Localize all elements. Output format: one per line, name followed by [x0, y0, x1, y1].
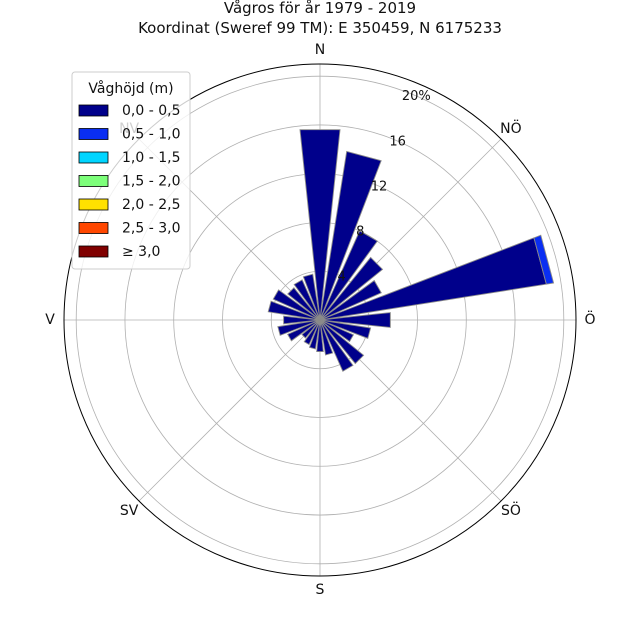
rose-bar	[533, 234, 555, 285]
radial-ticks: 4 8 12 16 20%	[338, 89, 431, 284]
legend-label: 0,5 - 1,0	[122, 127, 180, 143]
legend-swatch	[78, 151, 109, 164]
rose-bar	[319, 256, 384, 321]
legend-swatch	[78, 198, 109, 211]
rose-bar	[283, 315, 321, 325]
rose-bar	[319, 230, 378, 321]
legend-items: 0,0 - 0,5 0,5 - 1,0 1,0 - 1,5 1,5 - 2,0 2,0 …	[78, 103, 180, 260]
legend-swatch	[78, 245, 109, 258]
legend-label: 2,0 - 2,5	[122, 197, 180, 213]
rose-bar	[319, 279, 382, 321]
rose-bar	[319, 150, 382, 321]
rose-bar	[302, 273, 321, 321]
rose-bar	[301, 319, 321, 339]
chart-title: Vågros för år 1979 - 2019	[224, 0, 416, 17]
rose-bar	[319, 319, 334, 356]
rose-bar	[308, 319, 321, 350]
radial-tick-label: 8	[356, 224, 364, 239]
legend-label: 2,5 - 3,0	[122, 221, 180, 237]
legend-swatch	[78, 175, 109, 187]
direction-label: Ö	[584, 310, 595, 328]
grid-spoke	[138, 319, 321, 502]
bars	[267, 129, 555, 372]
rose-bar	[287, 319, 321, 342]
direction-label: SV	[120, 503, 139, 519]
radial-tick-label: 16	[389, 134, 406, 149]
rose-bar	[319, 319, 372, 339]
direction-label: SÖ	[501, 501, 521, 519]
rose-bar	[287, 287, 321, 321]
rose-bar	[303, 319, 321, 346]
legend-frame	[71, 71, 191, 270]
rose-bar	[319, 312, 391, 328]
rose-bar	[272, 289, 321, 321]
legend-label: ≥ 3,0	[122, 244, 160, 260]
legend-swatch	[78, 222, 109, 234]
rose-bar	[316, 319, 324, 352]
legend-label: 0,0 - 0,5	[122, 103, 180, 119]
direction-label: NÖ	[500, 119, 522, 137]
chart-subtitle: Koordinat (Sweref 99 TM): E 350459, N 61…	[138, 19, 502, 37]
rose-bar	[319, 319, 365, 365]
legend-label: 1,5 - 2,0	[122, 174, 180, 190]
radial-tick-label: 20%	[402, 89, 431, 104]
outer-ring	[63, 63, 577, 577]
direction-label: V	[45, 312, 55, 328]
legend-label: 1,0 - 1,5	[122, 150, 180, 166]
legend-title: Våghöjd (m)	[88, 80, 173, 97]
legend-swatch	[78, 104, 109, 117]
legend: Våghöjd (m) 0,0 - 0,5 0,5 - 1,0 1,0 - 1,5 1…	[71, 71, 191, 270]
rose-bar	[293, 279, 321, 321]
rose-bar	[319, 319, 354, 372]
legend-swatch	[78, 128, 109, 140]
rose-bar	[277, 319, 321, 336]
rose-bar	[267, 300, 321, 321]
radial-tick-label: 12	[371, 179, 388, 194]
polar-grid	[63, 63, 577, 577]
direction-label: S	[316, 582, 325, 598]
rose-bar	[319, 319, 355, 343]
direction-label: N	[315, 42, 325, 58]
radial-tick-label: 4	[338, 269, 346, 284]
rose-bar	[299, 129, 341, 321]
